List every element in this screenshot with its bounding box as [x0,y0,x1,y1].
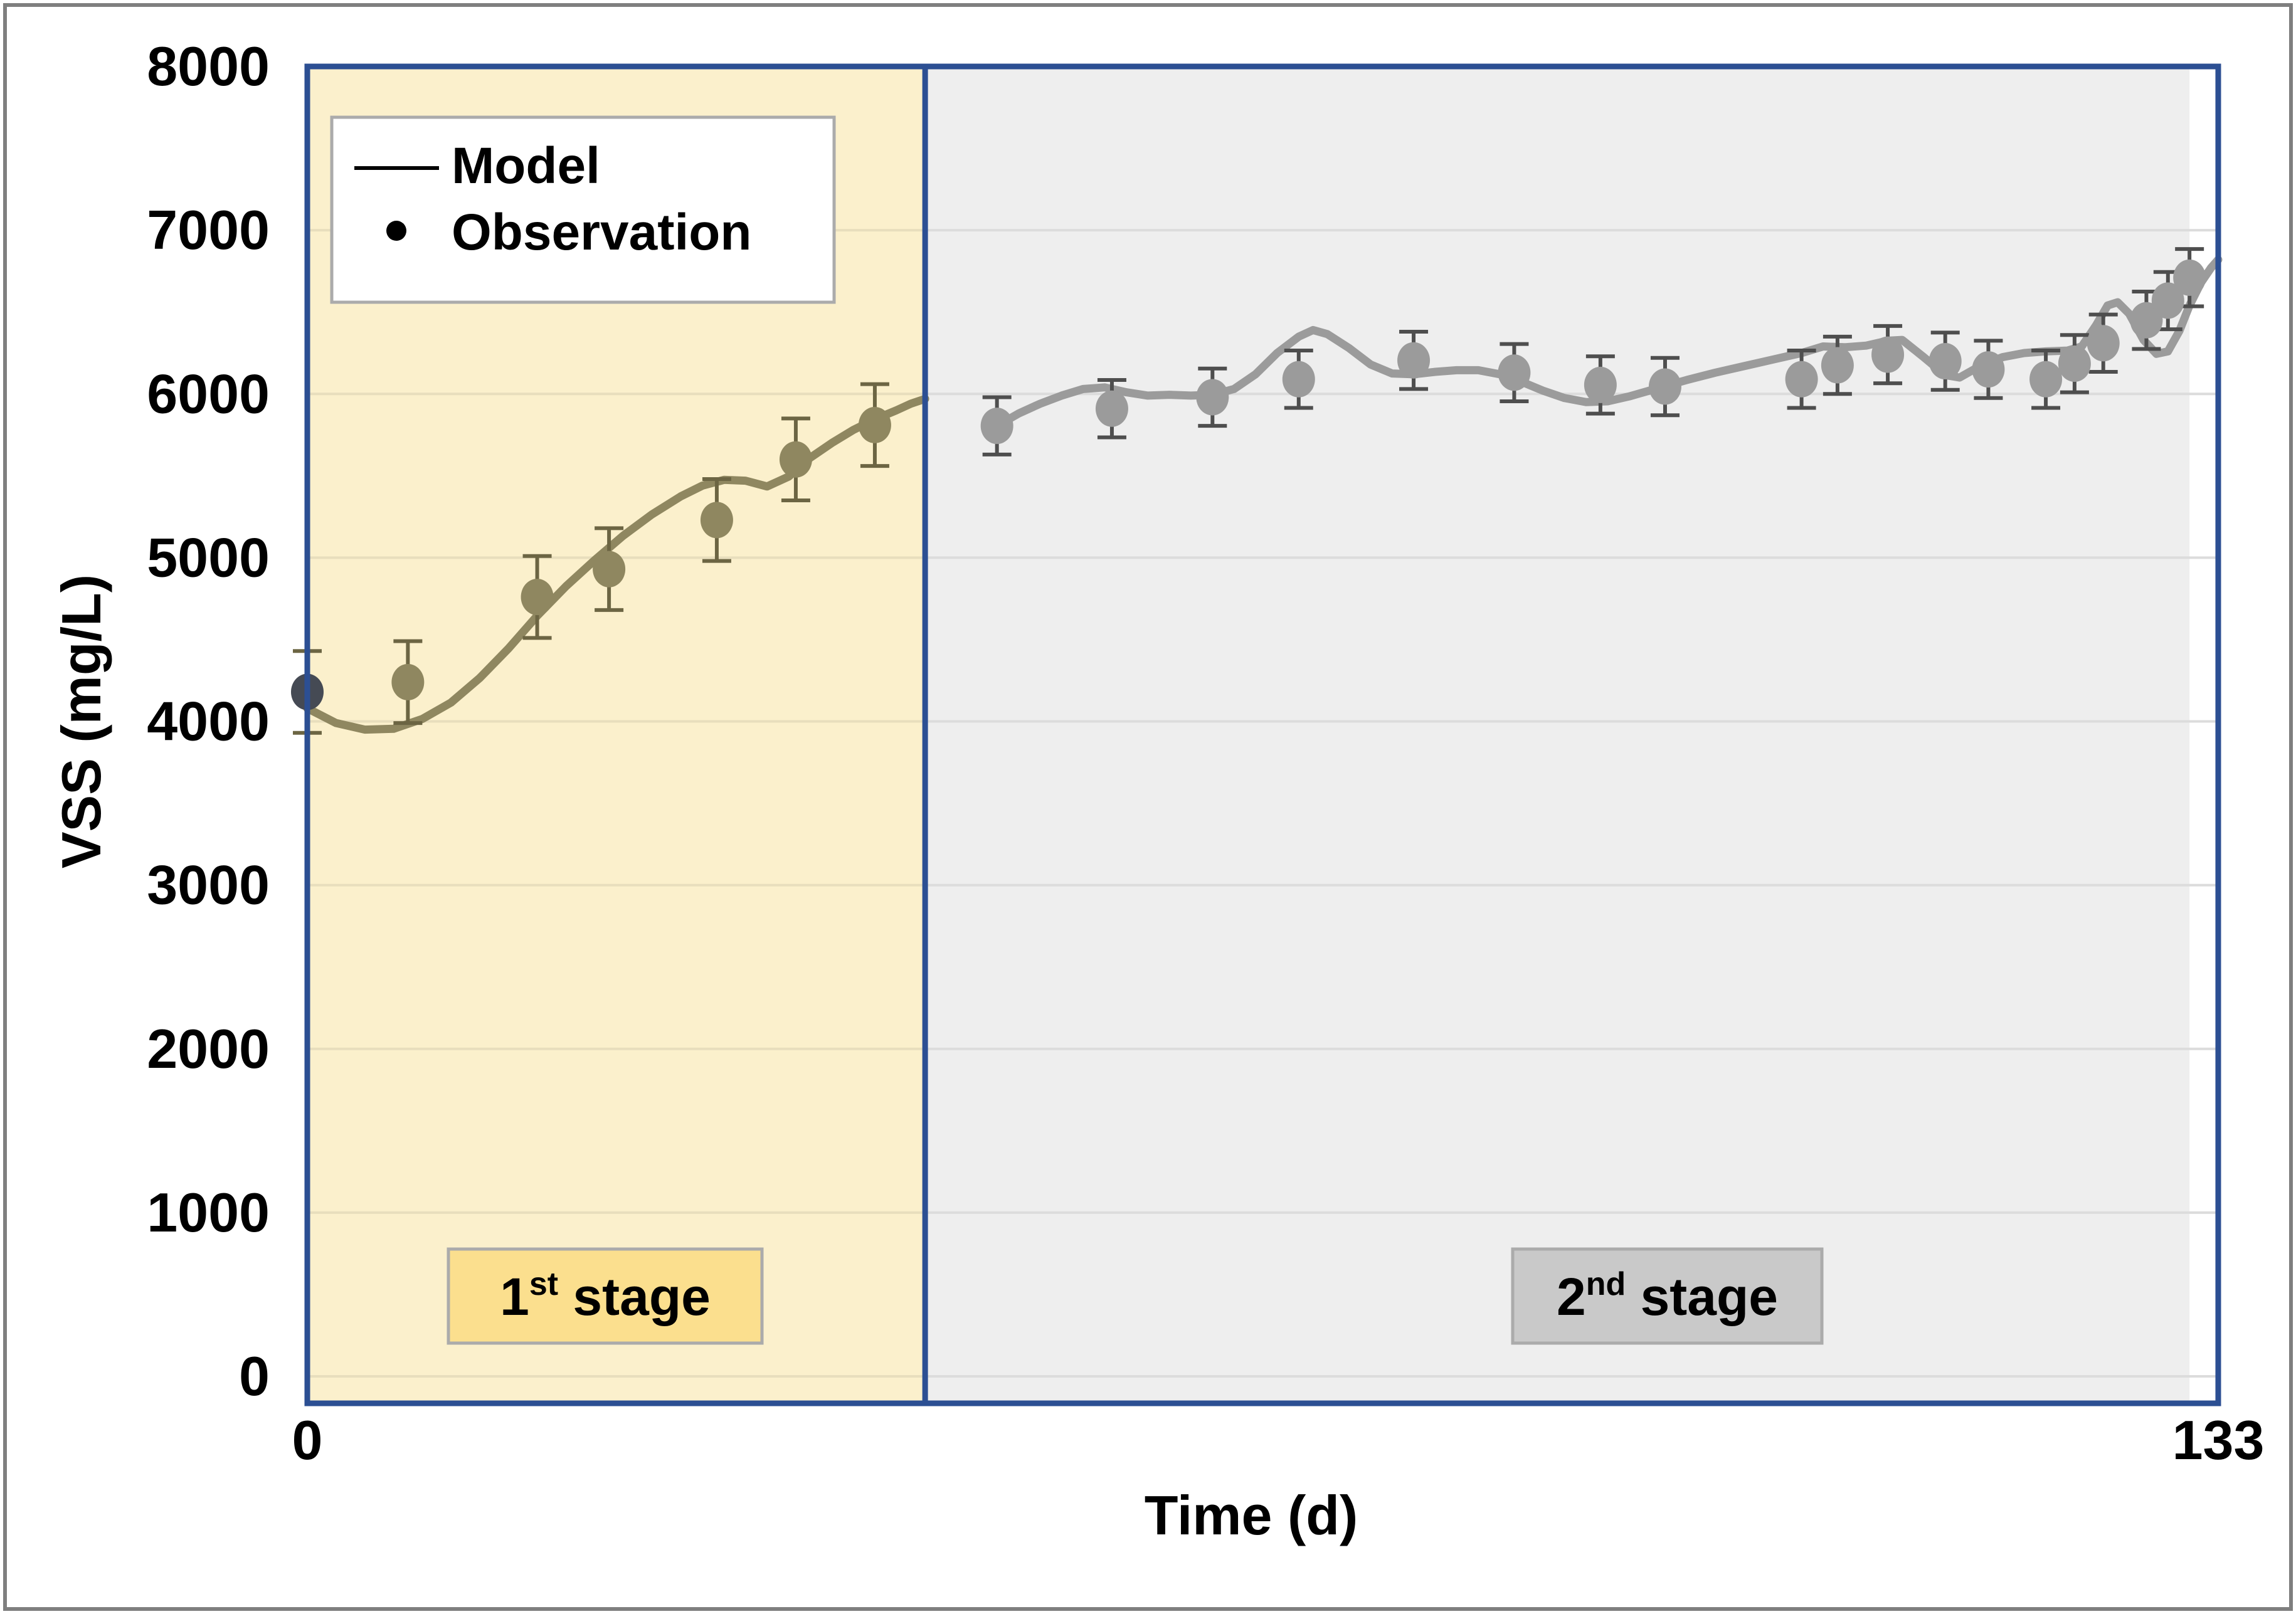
x-tick-label: 133 [2172,1409,2265,1471]
legend-observation-dot [386,221,406,241]
observation-point [2029,361,2063,398]
observation-point [1584,366,1617,403]
observation-point [2058,345,2091,382]
observation-point [1821,347,1854,384]
y-tick-label: 4000 [147,690,270,752]
observation-point [1397,342,1431,379]
observation-point [1196,379,1229,416]
y-tick-label: 2000 [147,1018,270,1080]
observation-point [1972,351,2005,388]
stage2-label: 2nd stage [1557,1266,1778,1326]
observation-point [2151,282,2184,319]
observation-point [391,663,425,700]
x-tick-label: 0 [292,1409,323,1471]
observation-point [2173,259,2206,296]
y-tick-label: 7000 [147,199,270,261]
observation-point [858,406,891,443]
legend-label-model: Model [452,137,600,194]
y-tick-label: 6000 [147,362,270,425]
observation-point [2130,302,2163,339]
x-axis-title: Time (d) [1145,1484,1358,1546]
stage1-label-box [447,1247,764,1345]
observation-point [521,579,554,616]
observation-point [1785,361,1818,398]
observation-point [779,441,812,478]
y-axis-title: VSS (mg/L) [50,574,112,868]
stage2-region [925,66,2190,1403]
legend-label-observation: Observation [452,204,751,261]
y-tick-label: 0 [239,1345,270,1407]
plot-border [304,63,2221,1406]
observation-point [980,408,1013,445]
y-tick-label: 3000 [147,854,270,916]
legend-box [330,115,836,304]
stage2-label-box [1511,1247,1824,1345]
observation-point [1648,368,1681,405]
outer-border [3,3,2293,1611]
observation-point [1282,361,1315,398]
y-tick-label: 5000 [147,526,270,588]
y-tick-label: 8000 [147,35,270,97]
stage1-label: 1st stage [500,1266,711,1326]
observation-point [1095,390,1128,427]
observation-point [1928,343,1962,380]
observation-point [593,551,626,588]
observation-point [1498,354,1531,391]
observation-point [2087,325,2120,362]
model-line [303,394,929,734]
observation-point [1871,336,1905,373]
y-tick-label: 1000 [147,1181,270,1243]
observation-point [700,502,733,539]
